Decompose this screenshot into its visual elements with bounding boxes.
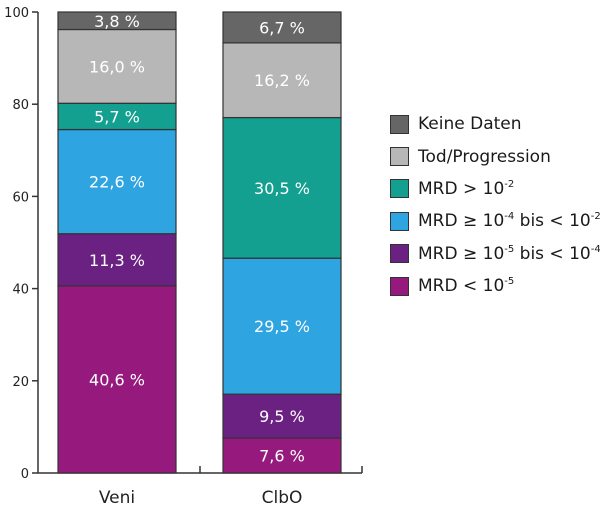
y-tick-label: 60 (12, 190, 29, 205)
bar-segment (222, 437, 342, 474)
bar-segment (57, 102, 177, 131)
bar-data-label: 5,7 % (94, 107, 140, 126)
legend-label: MRD ≥ 10-5 bis < 10-4 (418, 243, 600, 264)
legend-label: Tod/Progression (418, 146, 551, 167)
bar-segment (222, 42, 342, 119)
bar-segment (222, 11, 342, 44)
bar-segment (57, 11, 177, 31)
legend-item-mrd-1e-4-to-1e-2: MRD ≥ 10-4 bis < 10-2 (390, 205, 600, 237)
legend-swatch (390, 211, 409, 231)
legend-item-keine-daten: Keine Daten (390, 108, 600, 140)
legend-swatch (390, 276, 409, 296)
x-category-label: ClbO (262, 488, 303, 508)
bar-data-label: 40,6 % (89, 370, 145, 389)
legend-item-tod-progression: Tod/Progression (390, 140, 600, 172)
x-category-label: Veni (99, 488, 135, 508)
bar-data-label: 6,7 % (259, 18, 305, 37)
y-tick-label: 80 (12, 98, 29, 113)
legend-swatch (390, 114, 409, 134)
legend-item-mrd-lt-1e-5: MRD < 10-5 (390, 270, 600, 302)
bar-data-label: 3,8 % (94, 12, 140, 31)
legend-item-mrd-gt-1e-2: MRD > 10-2 (390, 173, 600, 205)
legend-label: Keine Daten (418, 114, 522, 135)
legend-label: MRD < 10-5 (418, 276, 515, 297)
y-tick-label: 20 (12, 375, 29, 390)
chart-legend: Keine Daten Tod/Progression MRD > 10-2 MRD … (390, 108, 600, 302)
y-tick-label: 40 (12, 283, 29, 298)
bar-data-label: 11,3 % (89, 251, 145, 270)
bar-data-label: 29,5 % (254, 317, 310, 336)
legend-swatch (390, 179, 409, 199)
bar-segment (57, 128, 177, 235)
legend-swatch (390, 244, 409, 264)
bar-data-label: 22,6 % (89, 173, 145, 192)
y-tick-label: 0 (21, 467, 29, 482)
legend-item-mrd-1e-5-to-1e-4: MRD ≥ 10-5 bis < 10-4 (390, 238, 600, 270)
legend-swatch (390, 147, 409, 167)
bar-segment (57, 285, 177, 474)
bar-segment (57, 233, 177, 287)
bar-data-label: 7,6 % (259, 446, 305, 465)
bar-segment (57, 28, 177, 104)
y-tick-label: 100 (4, 6, 29, 21)
bar-data-label: 16,0 % (89, 57, 145, 76)
bar-data-label: 30,5 % (254, 179, 310, 198)
legend-label: MRD ≥ 10-4 bis < 10-2 (418, 211, 600, 232)
bar-data-label: 16,2 % (254, 71, 310, 90)
bar-segment (222, 257, 342, 395)
legend-label: MRD > 10-2 (418, 178, 515, 199)
bar-data-label: 9,5 % (259, 407, 305, 426)
